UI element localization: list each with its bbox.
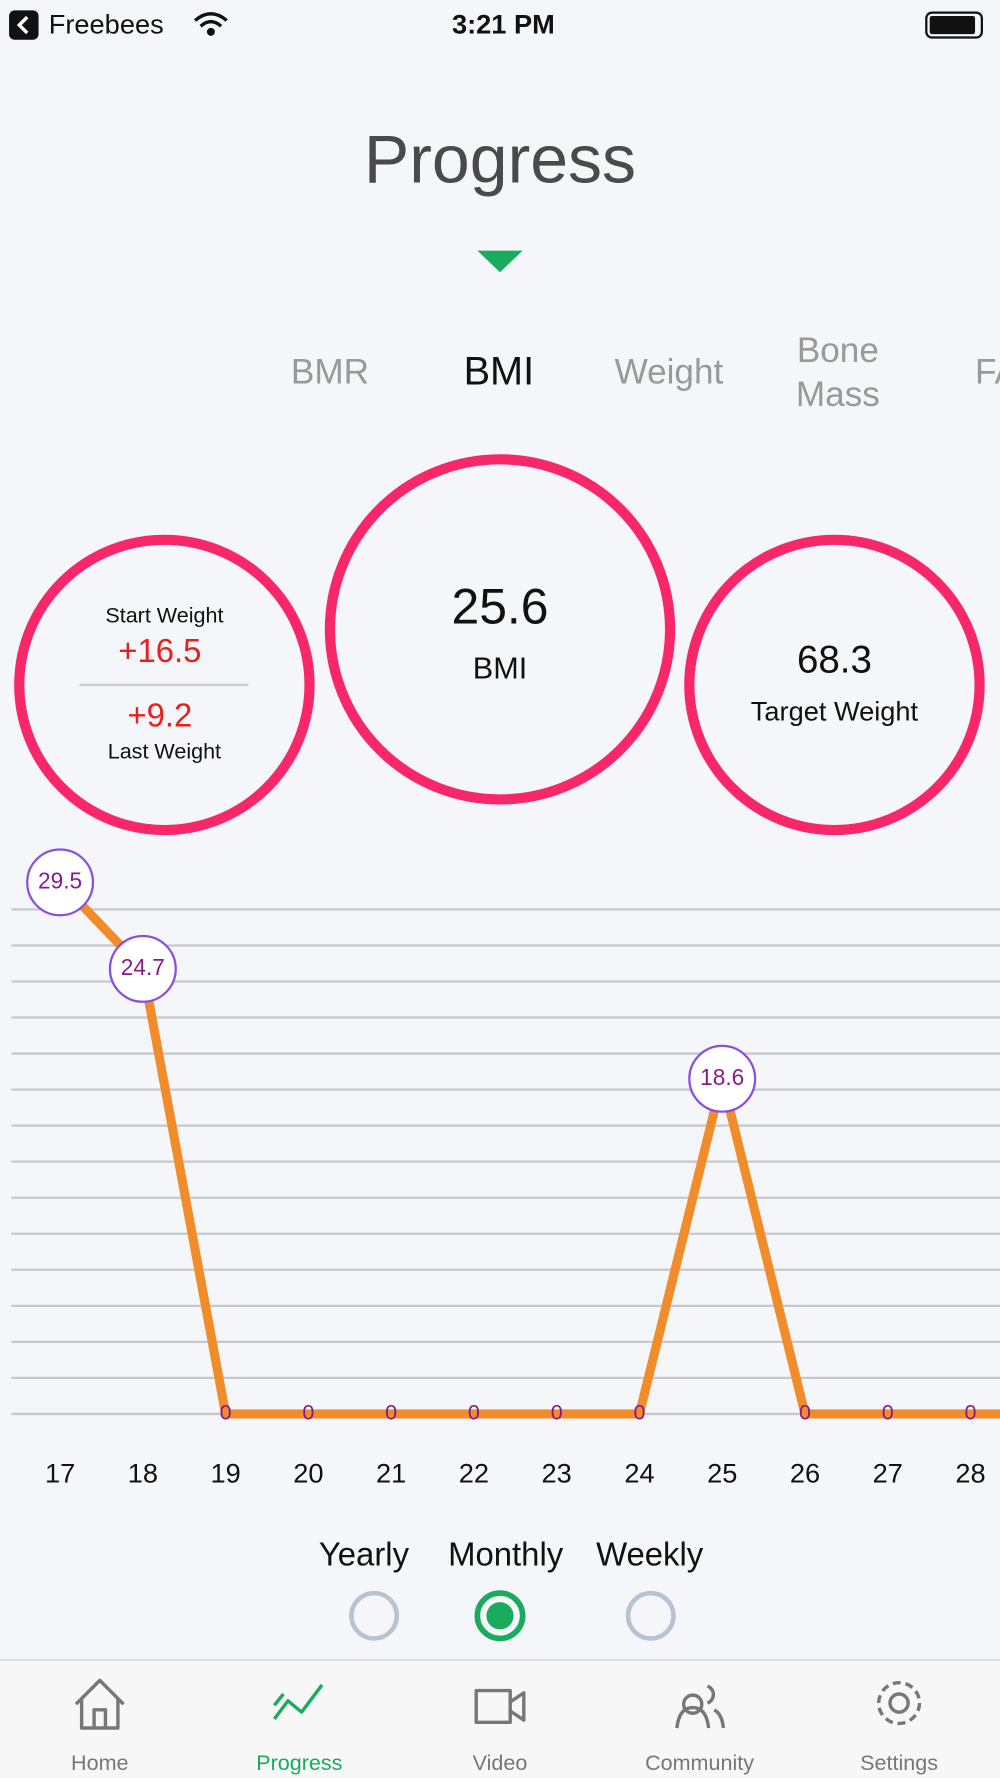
stat-label: Last Weight: [108, 740, 221, 764]
radio-dot: [486, 1602, 514, 1630]
tab-bar-label[interactable]: Progress: [256, 1751, 342, 1775]
tab-label[interactable]: BMR: [291, 353, 369, 392]
video-icon[interactable]: [474, 1688, 526, 1725]
data-label: 0: [385, 1401, 397, 1425]
data-point: [688, 1044, 757, 1113]
time: 3:21 PM: [452, 8, 555, 39]
x-tick-label: 24: [624, 1457, 654, 1488]
data-label: 0: [551, 1401, 563, 1425]
back-app[interactable]: Freebees: [49, 8, 164, 39]
x-tick-label: 21: [376, 1457, 406, 1488]
community-icon[interactable]: [675, 1684, 726, 1729]
x-tick-label: 25: [707, 1457, 737, 1488]
back-icon[interactable]: [9, 10, 39, 40]
battery: [925, 11, 983, 39]
stat-label: Target Weight: [751, 695, 919, 726]
stat-ring: [14, 534, 315, 836]
stat-label: BMI: [473, 651, 527, 685]
tab-label[interactable]: Mass: [796, 375, 880, 414]
data-label: 0: [468, 1401, 480, 1425]
tab-label[interactable]: Weight: [615, 353, 724, 392]
data-label: 0: [965, 1401, 977, 1425]
data-line: [56, 879, 1000, 1419]
data-label: 0: [882, 1401, 894, 1425]
stat-label: Start Weight: [105, 604, 223, 628]
progress-icon[interactable]: [273, 1683, 324, 1720]
data-point: [26, 848, 95, 917]
x-tick-label: 27: [873, 1457, 903, 1488]
data-label: 0: [633, 1401, 645, 1425]
x-tick-label: 28: [955, 1457, 985, 1488]
stat-value: +16.5: [118, 632, 201, 669]
period-label[interactable]: Monthly: [448, 1535, 564, 1572]
battery-level: [929, 15, 976, 35]
stat-value: 25.6: [451, 578, 548, 634]
period-label[interactable]: Weekly: [596, 1535, 704, 1572]
data-label: 0: [799, 1401, 811, 1425]
radio[interactable]: [625, 1590, 676, 1641]
x-tick-label: 22: [459, 1457, 489, 1488]
home-icon[interactable]: [74, 1678, 125, 1730]
data-label: 24.7: [121, 954, 165, 980]
x-tick-label: 19: [210, 1457, 240, 1488]
x-tick-label: 20: [293, 1457, 323, 1488]
period-label[interactable]: Yearly: [319, 1535, 410, 1572]
page-title: Progress: [364, 121, 636, 197]
data-label: 0: [220, 1401, 232, 1425]
data-label: 29.5: [38, 867, 82, 893]
radio[interactable]: [474, 1590, 526, 1642]
data-point: [108, 934, 177, 1003]
back-chevron: [16, 15, 29, 35]
tab-label[interactable]: FA: [975, 353, 1000, 392]
tab-bar-label[interactable]: Community: [645, 1751, 754, 1775]
chart: 29.5 17 24.7 18 0 19 0 20 0 21 0 22 0 23 0 24 18.6 25 0 26 0…: [11, 848, 1000, 1488]
data-label: 0: [302, 1401, 314, 1425]
tab-bar-label[interactable]: Video: [473, 1751, 528, 1775]
stat-ring: [324, 454, 676, 805]
data-label: 18.6: [700, 1064, 744, 1090]
tab-label[interactable]: Bone: [797, 331, 879, 370]
x-tick-label: 23: [542, 1457, 572, 1488]
radio[interactable]: [349, 1590, 400, 1641]
x-tick-label: 26: [790, 1457, 820, 1488]
x-tick-label: 17: [45, 1457, 75, 1488]
stat-ring: [684, 534, 985, 836]
wifi-icon: [193, 12, 228, 36]
tab-bar-label[interactable]: Settings: [860, 1751, 938, 1775]
tab-label[interactable]: BMI: [464, 350, 535, 394]
tab-bar: [0, 1659, 1000, 1778]
tab-bar-label[interactable]: Home: [71, 1751, 128, 1775]
dropdown-arrow[interactable]: [477, 250, 523, 273]
x-tick-label: 18: [128, 1457, 158, 1488]
stat-value: +9.2: [127, 696, 192, 733]
settings-icon[interactable]: [876, 1680, 922, 1726]
stat-value: 68.3: [797, 638, 872, 681]
